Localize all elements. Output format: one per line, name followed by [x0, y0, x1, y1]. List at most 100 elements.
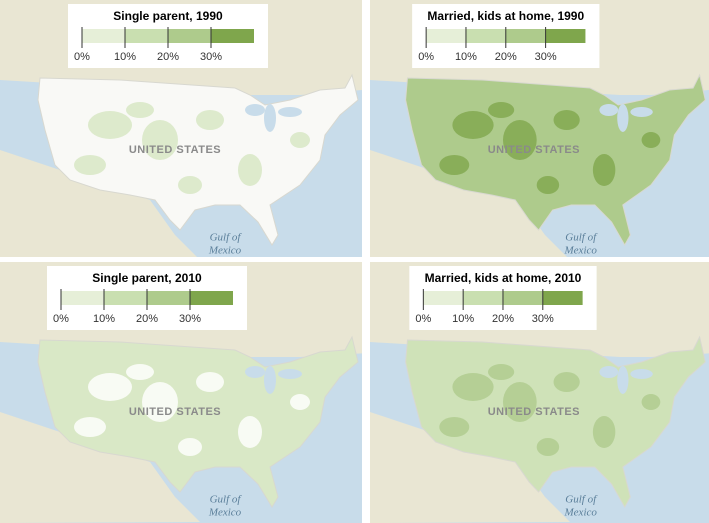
county-patch: [641, 394, 661, 410]
county-patch: [641, 132, 661, 148]
mexico-land: [370, 150, 567, 257]
legend-swatch: [502, 291, 543, 305]
legend-tick-label: 20%: [157, 51, 179, 63]
legend-swatch: [505, 29, 546, 43]
great-lake: [278, 369, 302, 379]
mexico-land: [0, 412, 200, 523]
gulf-label: Gulf of: [565, 232, 598, 244]
legend-tick-label: 0%: [53, 313, 69, 325]
county-patch: [536, 176, 560, 194]
mexico-land: [370, 412, 570, 523]
county-patch: [126, 102, 154, 118]
legend-tick-label: 30%: [179, 313, 201, 325]
county-patch: [439, 417, 470, 437]
legend-tick-label: 10%: [114, 51, 136, 63]
mexico-land: [0, 150, 197, 257]
legend-title: Single parent, 1990: [113, 9, 223, 23]
legend-swatch: [426, 29, 466, 43]
county-patch: [196, 372, 224, 392]
legend-tick-label: 30%: [532, 313, 554, 325]
county-patch: [592, 154, 616, 186]
gulf-label: Mexico: [564, 245, 598, 257]
legend-swatch: [147, 291, 190, 305]
county-patch: [502, 120, 537, 160]
county-patch: [452, 111, 494, 139]
legend-swatch: [463, 291, 503, 305]
county-patch: [502, 382, 537, 422]
legend-swatch: [465, 29, 506, 43]
county-patch: [238, 154, 262, 186]
legend-swatch: [61, 291, 104, 305]
gulf-label: Gulf of: [210, 232, 243, 244]
county-patch: [439, 155, 470, 175]
great-lake: [599, 104, 619, 116]
gulf-label: Mexico: [208, 507, 242, 519]
county-patch: [592, 416, 616, 448]
county-patch: [74, 155, 106, 175]
great-lake: [617, 104, 629, 132]
gulf-label: Gulf of: [565, 494, 598, 506]
great-lake: [599, 366, 619, 378]
legend-title: Single parent, 2010: [92, 271, 202, 285]
county-patch: [88, 373, 132, 401]
county-patch: [88, 111, 132, 139]
legend-tick-label: 0%: [415, 313, 431, 325]
county-patch: [142, 382, 178, 422]
legend-tick-label: 10%: [452, 313, 474, 325]
legend-tick-label: 30%: [535, 51, 557, 63]
gulf-label: Mexico: [564, 507, 598, 519]
great-lake: [617, 366, 629, 394]
county-patch: [487, 364, 515, 380]
legend-tick-label: 30%: [200, 51, 222, 63]
legend-title: Married, kids at home, 1990: [427, 9, 584, 23]
legend-tick-label: 10%: [93, 313, 115, 325]
country-label: UNITED STATES: [488, 144, 580, 156]
great-lake: [245, 366, 265, 378]
country-label: UNITED STATES: [129, 144, 221, 156]
county-patch: [290, 394, 310, 410]
legend-swatch: [168, 29, 211, 43]
county-patch: [553, 372, 580, 392]
legend-swatch: [104, 291, 147, 305]
county-patch: [178, 438, 202, 456]
legend-tick-label: 20%: [492, 313, 514, 325]
legend-swatch: [82, 29, 125, 43]
legend-swatch: [542, 291, 583, 305]
legend-tick-label: 10%: [455, 51, 477, 63]
county-patch: [487, 102, 515, 118]
great-lake: [630, 369, 653, 379]
country-label: UNITED STATES: [129, 406, 221, 418]
legend-tick-label: 20%: [136, 313, 158, 325]
county-patch: [238, 416, 262, 448]
gulf-label: Gulf of: [210, 494, 243, 506]
great-lake: [630, 107, 653, 117]
great-lake: [264, 366, 276, 394]
gulf-label: Mexico: [208, 245, 242, 257]
county-patch: [126, 364, 154, 380]
county-patch: [178, 176, 202, 194]
legend-tick-label: 0%: [74, 51, 90, 63]
legend-swatch: [125, 29, 168, 43]
country-label: UNITED STATES: [488, 406, 580, 418]
county-patch: [290, 132, 310, 148]
legend-swatch: [545, 29, 586, 43]
county-patch: [142, 120, 178, 160]
great-lake: [264, 104, 276, 132]
county-patch: [536, 438, 560, 456]
county-patch: [553, 110, 580, 130]
county-patch: [74, 417, 106, 437]
county-patch: [196, 110, 224, 130]
great-lake: [278, 107, 302, 117]
legend-tick-label: 0%: [418, 51, 434, 63]
legend-swatch: [423, 291, 464, 305]
county-patch: [452, 373, 494, 401]
legend-title: Married, kids at home, 2010: [425, 271, 582, 285]
legend-swatch: [211, 29, 254, 43]
legend-tick-label: 20%: [495, 51, 517, 63]
great-lake: [245, 104, 265, 116]
